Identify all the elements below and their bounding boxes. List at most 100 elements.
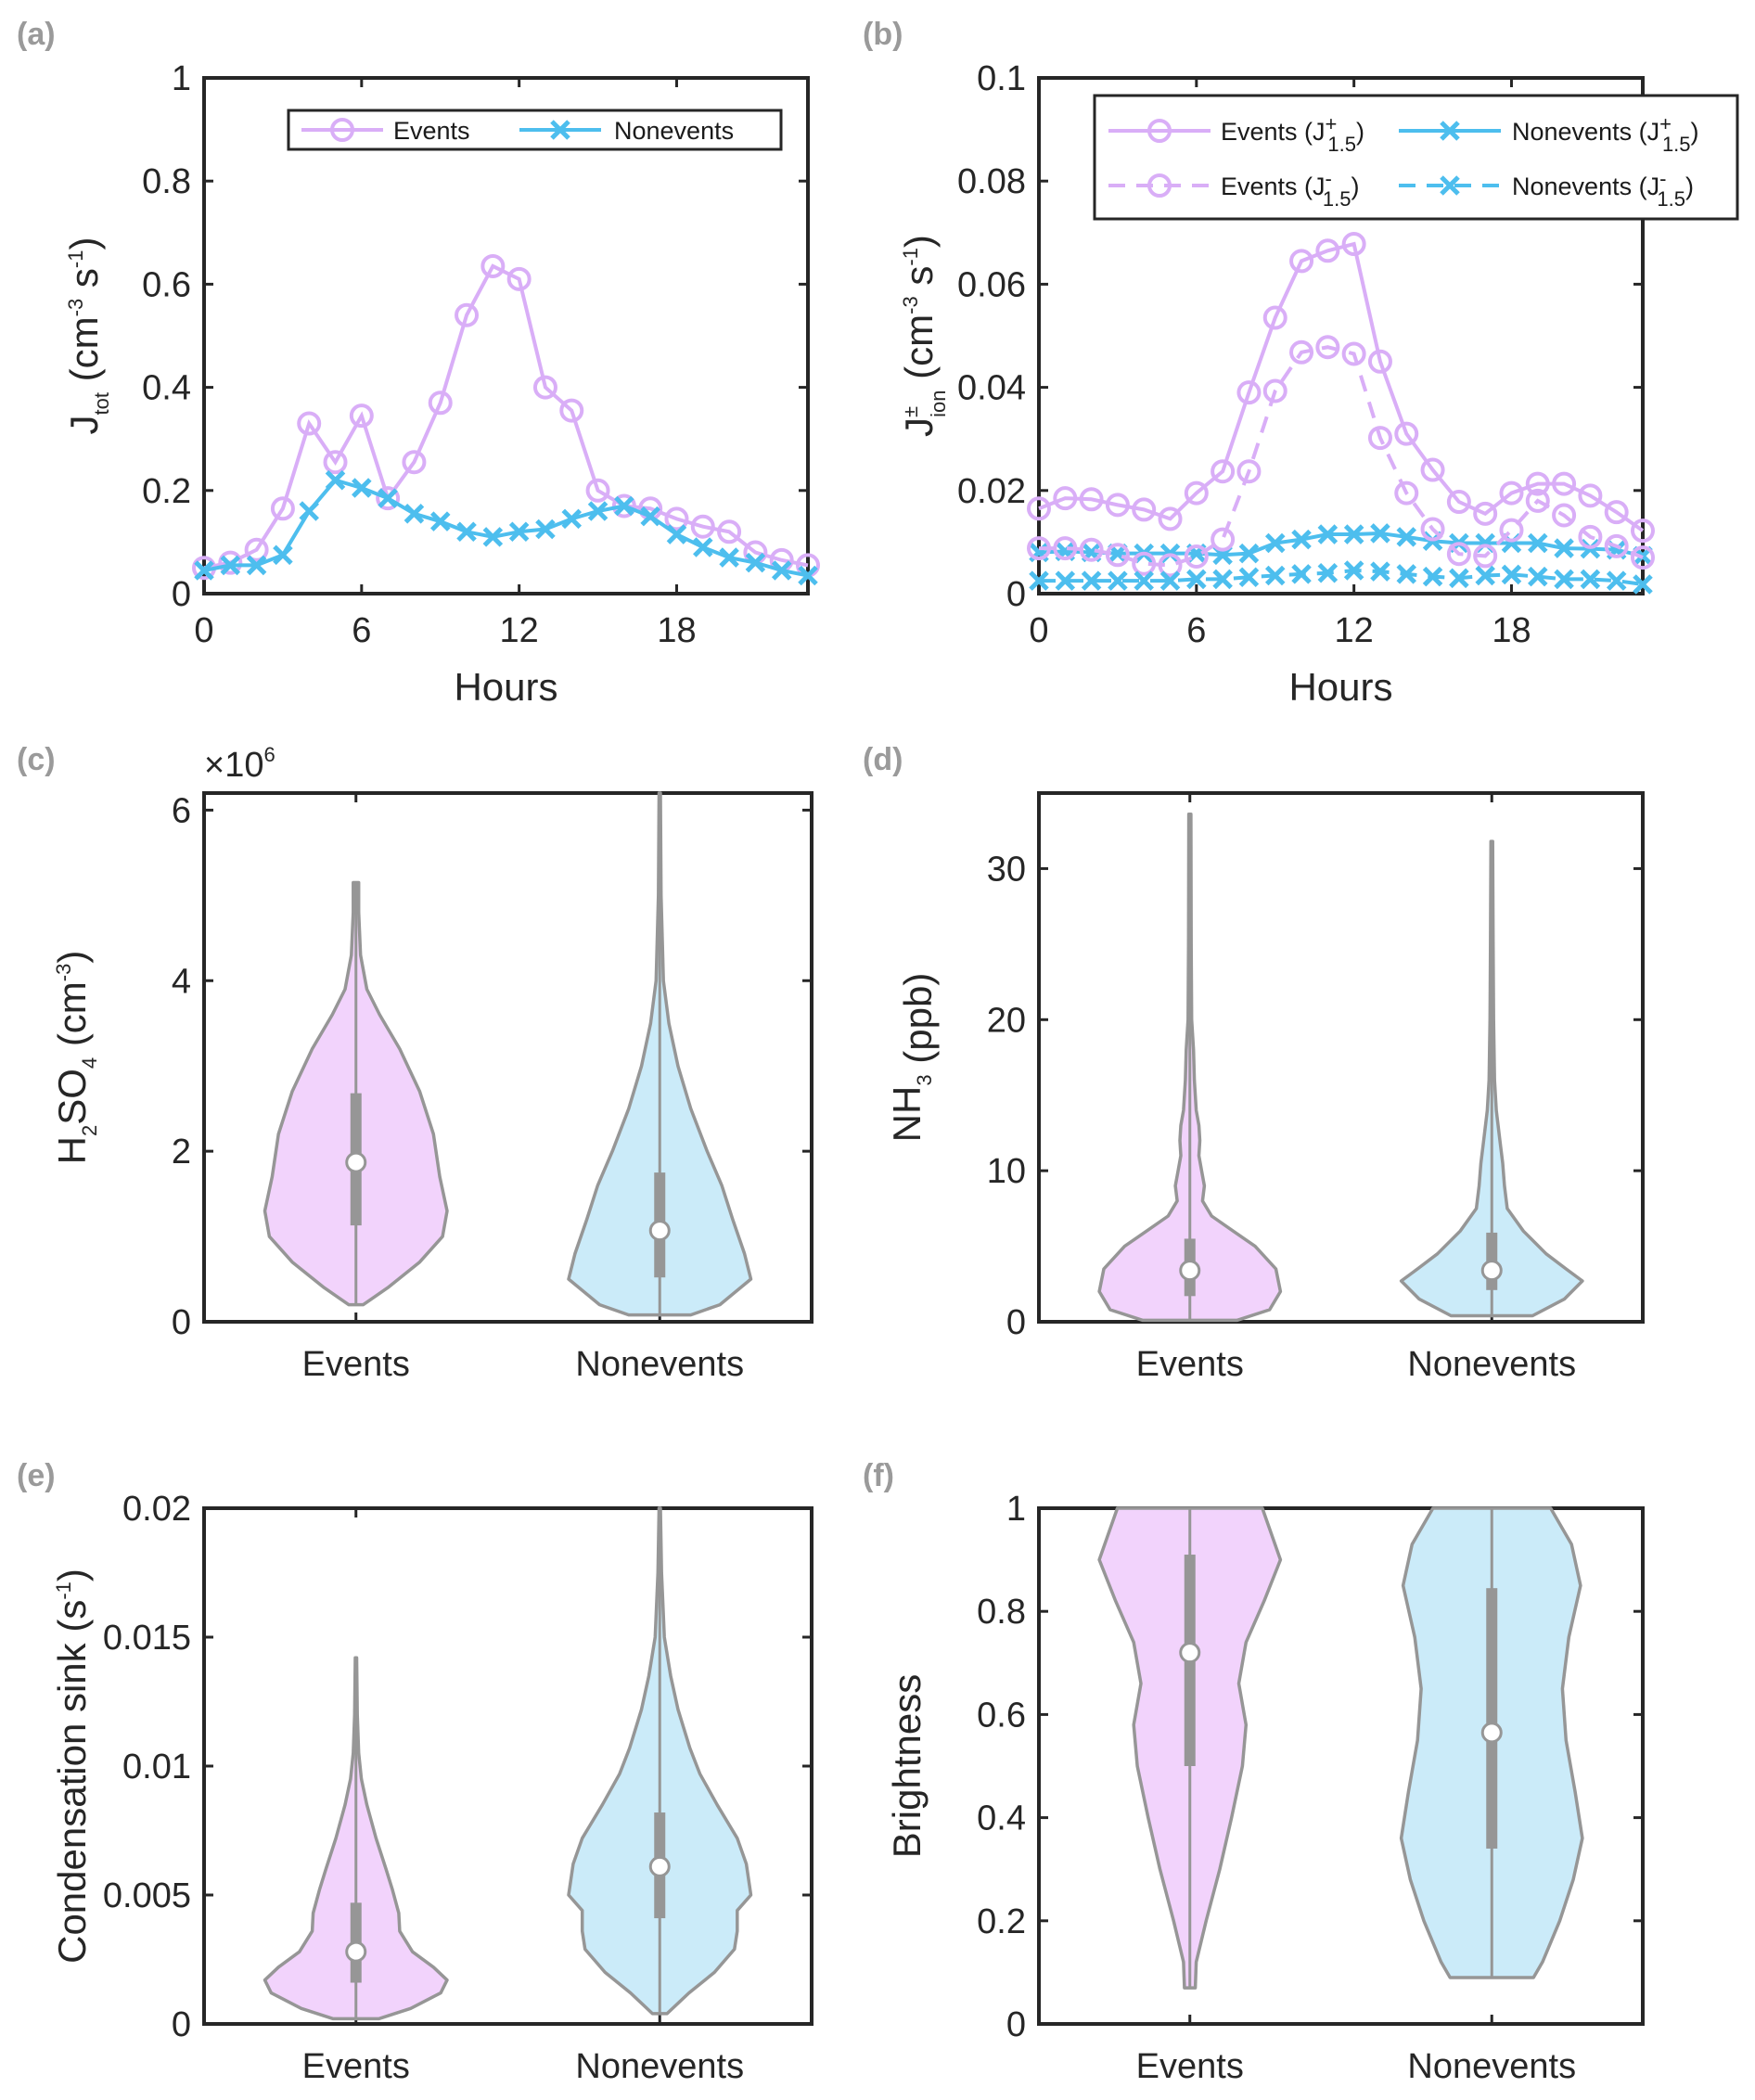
legend-label: Events (J+ 1.5): [1221, 112, 1364, 156]
circle-marker: [402, 450, 427, 475]
circle-marker: [690, 514, 715, 539]
x-tick-label: 6: [352, 611, 371, 650]
violin-median-marker: [648, 1220, 671, 1242]
x-tick-label: 18: [1492, 611, 1531, 650]
x-marker: [1370, 523, 1390, 544]
y-tick-label: 0: [172, 575, 191, 614]
y-tick-label: 20: [987, 1001, 1026, 1040]
axes-frame: [202, 76, 810, 595]
circle-marker: [1552, 471, 1577, 496]
x-tick-label: Nonevents: [1407, 1345, 1576, 1384]
x-marker: [299, 501, 319, 521]
x-tick-label: Events: [302, 2047, 410, 2086]
circle-marker: [1289, 249, 1314, 274]
legend-label-close: ): [1356, 118, 1364, 146]
circle-marker: [1631, 519, 1655, 544]
y-tick-label: 0.4: [142, 369, 191, 408]
y-axis-label: Condensation sink (s-1): [50, 1569, 94, 1964]
x-tick-label: 12: [1335, 611, 1374, 650]
y-tick-label: 0.2: [142, 472, 191, 511]
y-tick-label: 1: [172, 59, 191, 98]
panel-tag: (f): [863, 1458, 894, 1493]
legend-label-base: Nonevents (J: [1512, 173, 1659, 200]
x-marker: [273, 544, 293, 566]
x-marker: [771, 560, 792, 581]
axes-frame: [202, 791, 813, 1324]
y-label-sub: 2: [78, 1125, 101, 1136]
circle-marker: [1499, 518, 1524, 543]
x-marker: [1370, 561, 1390, 582]
circle-marker: [244, 537, 269, 562]
y-label-sub: ion: [927, 391, 950, 417]
x-marker: [1422, 566, 1443, 587]
y-tick-label: 6: [172, 791, 191, 830]
y-label-units: (cm: [62, 316, 106, 392]
x-marker: [1449, 568, 1469, 589]
series-1: [194, 469, 818, 586]
circle-marker: [1147, 173, 1172, 198]
circle-marker: [1105, 543, 1130, 568]
y-label-close: ): [897, 235, 941, 248]
x-marker: [352, 478, 372, 498]
legend-label-base: Events (J: [1221, 173, 1326, 200]
x-marker: [482, 527, 504, 547]
legend-label-sub: 1.5: [1327, 133, 1356, 156]
circle-marker: [1053, 486, 1078, 511]
y-tick-label: 1: [1006, 1490, 1026, 1529]
violin-events: [1097, 1506, 1283, 1990]
violin-events: [263, 880, 449, 1307]
circle-marker: [1367, 349, 1392, 374]
panel-e: 0 0.005 0.01 0.015 0.02 Events Nonevents Conden…: [17, 1458, 813, 2086]
y-label-main: J: [62, 415, 106, 434]
circle-marker: [1315, 238, 1340, 263]
y-label-sub: 3: [913, 1074, 936, 1085]
violin-nonevents: [567, 1506, 753, 2016]
violin-median-marker: [1179, 1642, 1201, 1664]
circle-marker: [1079, 537, 1104, 562]
circle-marker: [1211, 527, 1236, 552]
axes-frame: [1037, 791, 1645, 1324]
circle-marker: [1158, 553, 1183, 578]
circle-marker: [1631, 545, 1655, 570]
x-marker: [1317, 524, 1339, 544]
circle-marker: [1105, 493, 1130, 518]
circle-marker: [1446, 490, 1471, 515]
y-tick-label: 10: [987, 1152, 1026, 1191]
panel-tag: (a): [17, 17, 56, 52]
y-tick-label: 4: [172, 962, 191, 1001]
x-marker: [1134, 570, 1154, 591]
y-axis-label: Brightness: [885, 1674, 929, 1858]
series-0: [192, 253, 820, 581]
y-tick-label: 0: [1006, 2005, 1026, 2044]
axis-exponent-sup: 6: [263, 743, 275, 766]
x-marker: [1029, 570, 1049, 591]
x-marker: [1440, 121, 1460, 141]
x-marker: [1606, 570, 1627, 591]
series-line: [1039, 568, 1644, 586]
panel-a: 0 0.2 0.4 0.6 0.8 1 0 6 12 18 Hours Jtot (cm-3 s-1)…: [17, 17, 820, 709]
legend-label-sup: -: [1659, 167, 1666, 190]
y-axis-label: J± ion (cm-3 s-1): [897, 235, 950, 437]
x-marker: [1501, 564, 1522, 585]
x-tick-label: Events: [302, 1345, 410, 1384]
axis-exponent: ×106: [204, 743, 275, 785]
x-marker: [1475, 565, 1495, 586]
x-marker: [1580, 569, 1601, 590]
x-marker: [1159, 570, 1181, 591]
y-tick-label: 0: [1006, 1303, 1026, 1342]
x-tick-label: Nonevents: [575, 2047, 744, 2086]
y-label-close: ): [50, 951, 94, 964]
x-marker: [745, 552, 766, 573]
legend-label: Events (J-1.5): [1221, 167, 1359, 211]
x-marker: [1264, 565, 1286, 586]
y-axis-label: H2SO4 (cm-3): [50, 951, 101, 1165]
circle-marker: [532, 375, 557, 400]
x-marker: [1212, 569, 1233, 590]
circle-marker: [1552, 503, 1577, 528]
circle-marker: [1184, 480, 1209, 506]
x-marker: [640, 506, 660, 527]
y-label-part: NH: [885, 1086, 929, 1143]
x-marker: [1291, 564, 1312, 584]
